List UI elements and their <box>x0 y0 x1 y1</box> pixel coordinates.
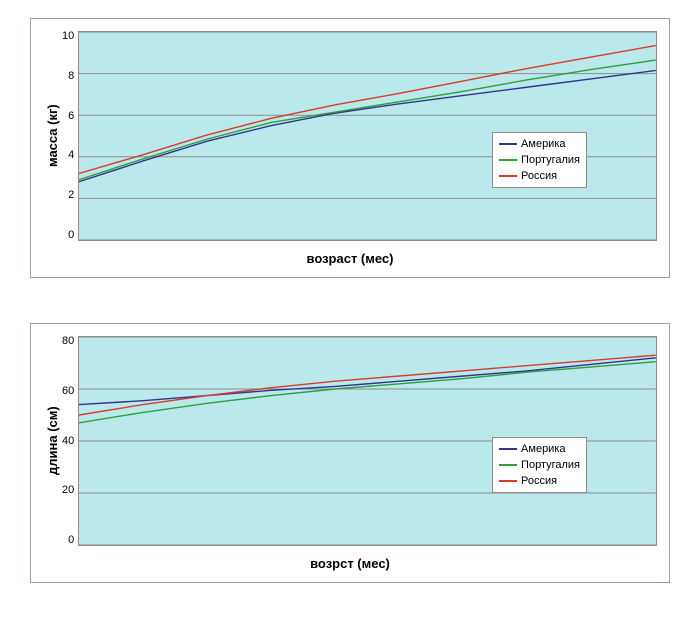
mass-chart-ylabel: масса (кг) <box>43 31 62 241</box>
mass-chart-body: масса (кг) 10 8 6 4 2 0 АмерикаПортугали… <box>43 31 657 241</box>
ytick: 20 <box>62 485 74 496</box>
ytick: 80 <box>62 336 74 347</box>
legend-swatch <box>499 175 517 177</box>
ytick: 0 <box>62 230 74 241</box>
legend-swatch <box>499 480 517 482</box>
legend-swatch <box>499 143 517 145</box>
legend-item: Россия <box>499 473 580 489</box>
ytick: 60 <box>62 386 74 397</box>
ytick: 2 <box>62 190 74 201</box>
mass-chart-frame: масса (кг) 10 8 6 4 2 0 АмерикаПортугали… <box>30 18 670 278</box>
length-chart-frame: длина (см) 80 60 40 20 0 АмерикаПортугал… <box>30 323 670 583</box>
mass-chart-xlabel: возраст (мес) <box>43 251 657 266</box>
ytick: 8 <box>62 71 74 82</box>
legend-item: Португалия <box>499 457 580 473</box>
legend-label: Португалия <box>521 152 580 168</box>
series-line <box>79 355 656 415</box>
legend-swatch <box>499 448 517 450</box>
length-chart-ylabel: длина (см) <box>43 336 62 546</box>
legend-label: Америка <box>521 136 565 152</box>
legend-swatch <box>499 159 517 161</box>
length-chart-plot-wrap: АмерикаПортугалияРоссия <box>78 336 657 546</box>
ytick: 4 <box>62 150 74 161</box>
series-line <box>79 362 656 423</box>
length-chart-legend: АмерикаПортугалияРоссия <box>492 437 587 493</box>
legend-swatch <box>499 464 517 466</box>
legend-item: Америка <box>499 441 580 457</box>
ytick: 40 <box>62 436 74 447</box>
page-root: масса (кг) 10 8 6 4 2 0 АмерикаПортугали… <box>0 0 700 643</box>
legend-label: Португалия <box>521 457 580 473</box>
ytick: 10 <box>62 31 74 42</box>
legend-item: Америка <box>499 136 580 152</box>
ytick: 0 <box>62 535 74 546</box>
legend-label: Россия <box>521 168 557 184</box>
length-chart-xlabel: возрст (мес) <box>43 556 657 571</box>
mass-chart-plot-wrap: АмерикаПортугалияРоссия <box>78 31 657 241</box>
series-line <box>79 358 656 405</box>
legend-label: Америка <box>521 441 565 457</box>
length-chart-body: длина (см) 80 60 40 20 0 АмерикаПортугал… <box>43 336 657 546</box>
length-chart-yticks: 80 60 40 20 0 <box>62 336 78 546</box>
legend-item: Россия <box>499 168 580 184</box>
legend-item: Португалия <box>499 152 580 168</box>
mass-chart-legend: АмерикаПортугалияРоссия <box>492 132 587 188</box>
mass-chart-yticks: 10 8 6 4 2 0 <box>62 31 78 241</box>
ytick: 6 <box>62 111 74 122</box>
legend-label: Россия <box>521 473 557 489</box>
